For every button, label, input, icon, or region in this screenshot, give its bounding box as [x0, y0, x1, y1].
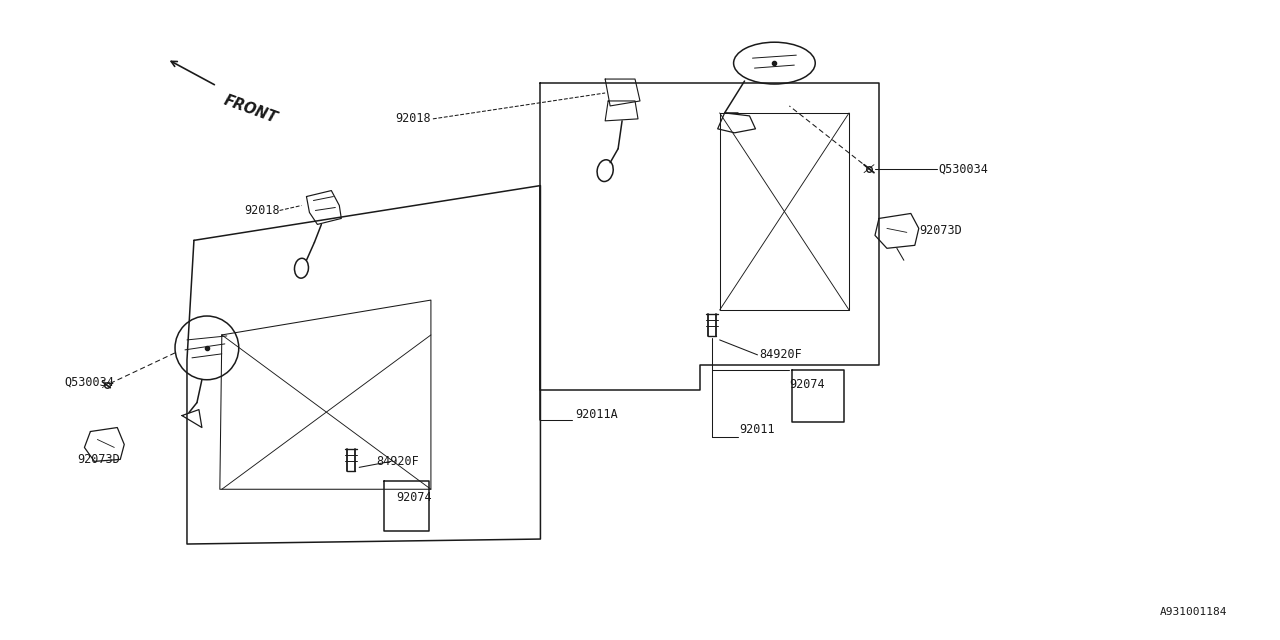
Text: 92011A: 92011A: [575, 408, 618, 421]
Text: 92018: 92018: [244, 204, 279, 217]
Text: Q530034: Q530034: [938, 162, 988, 175]
Text: FRONT: FRONT: [221, 93, 279, 126]
Text: Q530034: Q530034: [64, 375, 114, 388]
Text: 92074: 92074: [790, 378, 826, 391]
Text: 92073D: 92073D: [78, 453, 120, 466]
Text: 92018: 92018: [396, 113, 431, 125]
Text: 92074: 92074: [396, 491, 431, 504]
Text: 84920F: 84920F: [759, 348, 803, 362]
Text: 84920F: 84920F: [376, 455, 419, 468]
Text: 92073D: 92073D: [919, 224, 961, 237]
Text: A931001184: A931001184: [1160, 607, 1228, 617]
Text: 92011: 92011: [740, 423, 776, 436]
